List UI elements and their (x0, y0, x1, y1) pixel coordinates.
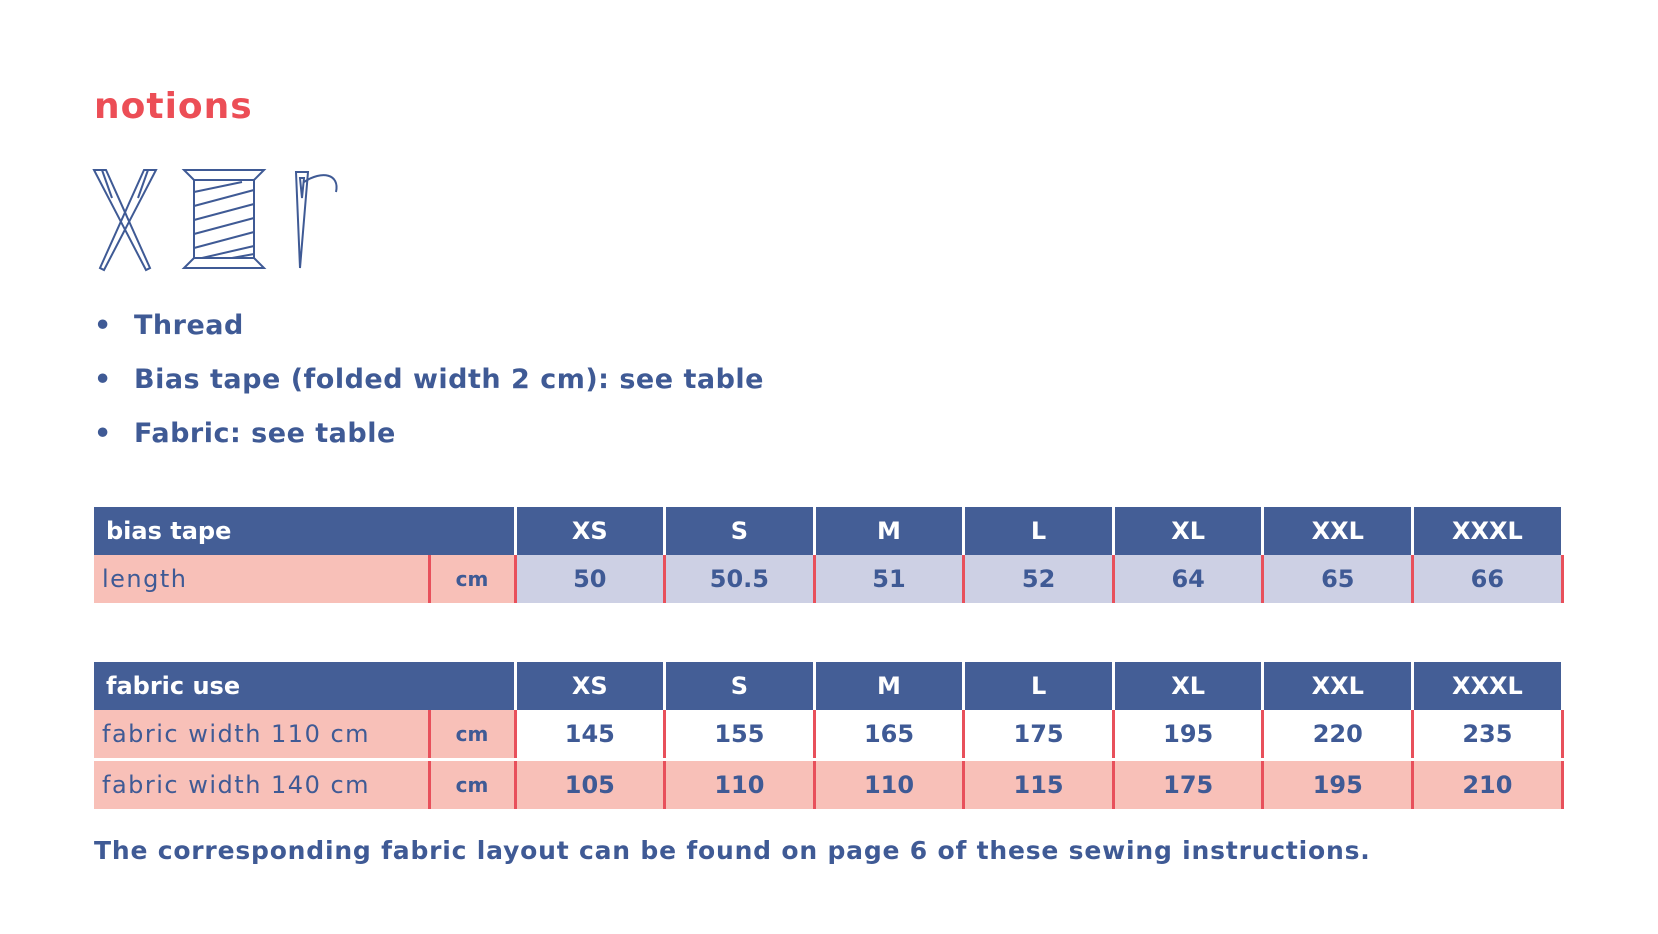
value-cell: 52 (963, 555, 1115, 603)
bullet-list: ThreadBias tape (folded width 2 cm): see… (94, 306, 764, 468)
value-cell: 155 (664, 710, 816, 761)
value-cell: 64 (1113, 555, 1265, 603)
header-row: fabric use XS S M L XL XXL XXXL (94, 662, 1564, 710)
notion-icons (92, 169, 338, 272)
size-header: XXXL (1412, 507, 1564, 555)
value-cell: 145 (515, 710, 667, 761)
size-header: XL (1113, 662, 1265, 710)
value-cell: 220 (1262, 710, 1415, 761)
data-row: length cm 50 50.5 51 52 64 65 66 (94, 555, 1564, 603)
value-cell: 110 (814, 759, 966, 809)
size-header: XXL (1262, 507, 1415, 555)
value-cell: 165 (814, 710, 966, 761)
row-label: fabric width 140 cm (94, 759, 431, 809)
value-cell: 50.5 (664, 555, 816, 603)
bias-tape-table: bias tape XS S M L XL XXL XXXL length cm 50 50.5 51 5… (94, 507, 1564, 603)
size-header: S (664, 662, 816, 710)
value-cell: 51 (814, 555, 966, 603)
bullet-item: Fabric: see table (94, 414, 764, 468)
row-label: fabric width 110 cm (94, 710, 431, 761)
title: notions (94, 86, 253, 127)
table-title: bias tape (94, 507, 517, 555)
data-row: fabric width 110 cm cm 145 155 165 175 195 220 2… (94, 710, 1564, 761)
value-cell: 50 (515, 555, 667, 603)
table-title: fabric use (94, 662, 517, 710)
value-cell: 115 (963, 759, 1115, 809)
value-cell: 65 (1262, 555, 1415, 603)
value-cell: 66 (1412, 555, 1564, 603)
value-cell: 195 (1113, 710, 1265, 761)
unit: cm (429, 710, 517, 761)
scissors-icon (92, 169, 158, 272)
size-header: XL (1113, 507, 1265, 555)
unit: cm (429, 555, 517, 603)
size-header: XXL (1262, 662, 1415, 710)
size-header: M (814, 507, 966, 555)
bullet-item: Bias tape (folded width 2 cm): see table (94, 360, 764, 414)
value-cell: 110 (664, 759, 816, 809)
bullet-item: Thread (94, 306, 764, 360)
value-cell: 235 (1412, 710, 1564, 761)
size-header: XXXL (1412, 662, 1564, 710)
needle-icon (294, 171, 338, 269)
value-cell: 175 (1113, 759, 1265, 809)
size-header: S (664, 507, 816, 555)
row-label: length (94, 555, 431, 603)
footnote: The corresponding fabric layout can be f… (94, 836, 1371, 865)
value-cell: 195 (1262, 759, 1415, 809)
size-header: M (814, 662, 966, 710)
size-header: L (963, 662, 1115, 710)
spool-icon (181, 169, 267, 269)
value-cell: 210 (1412, 759, 1564, 809)
value-cell: 175 (963, 710, 1115, 761)
size-header: XS (515, 507, 667, 555)
unit: cm (429, 759, 517, 809)
fabric-use-table: fabric use XS S M L XL XXL XXXL fabric width 110… (94, 662, 1564, 809)
size-header: XS (515, 662, 667, 710)
size-header: L (963, 507, 1115, 555)
header-row: bias tape XS S M L XL XXL XXXL (94, 507, 1564, 555)
data-row: fabric width 140 cm cm 105 110 110 115 175 195 2… (94, 759, 1564, 809)
value-cell: 105 (515, 759, 667, 809)
